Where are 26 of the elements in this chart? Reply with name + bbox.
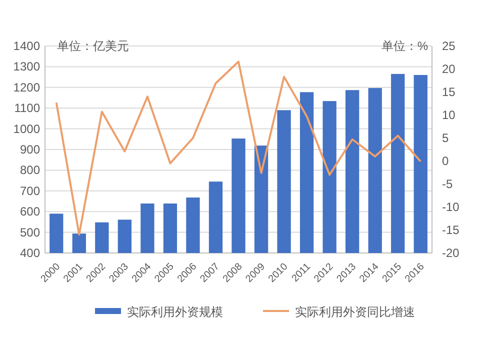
- y2-tick-label: 25: [442, 39, 456, 53]
- y-tick-label: 1200: [13, 80, 40, 94]
- y-tick-label: 1000: [13, 122, 40, 136]
- y2-tick-label: -20: [442, 246, 460, 260]
- y-tick-label: 600: [20, 204, 40, 219]
- legend-label: 实际利用外资同比增速: [295, 305, 415, 319]
- annotation: 单位：%: [381, 39, 428, 53]
- y2-tick-label: 10: [442, 108, 456, 122]
- y2-tick-label: -10: [442, 200, 460, 214]
- y2-tick-label: 5: [442, 131, 449, 145]
- y-tick-label: 1400: [13, 39, 40, 53]
- y-tick-label: 1300: [13, 60, 40, 74]
- y-tick-label: 700: [20, 184, 40, 198]
- y-tick-label: 400: [20, 246, 40, 260]
- y-tick-label: 800: [20, 163, 40, 178]
- y2-tick-label: -5: [442, 177, 453, 191]
- legend-label: 实际利用外资规模: [127, 305, 223, 319]
- y-tick-label: 900: [20, 142, 40, 156]
- line-series: [55, 60, 422, 236]
- y2-tick-label: 0: [442, 154, 449, 168]
- annotation: 单位：亿美元: [57, 39, 129, 53]
- y2-tick-label: 20: [442, 62, 456, 76]
- y2-tick-label: 15: [442, 85, 456, 99]
- y-tick-label: 500: [20, 225, 40, 240]
- y-tick-label: 1100: [14, 101, 40, 116]
- y2-tick-label: -15: [442, 223, 460, 237]
